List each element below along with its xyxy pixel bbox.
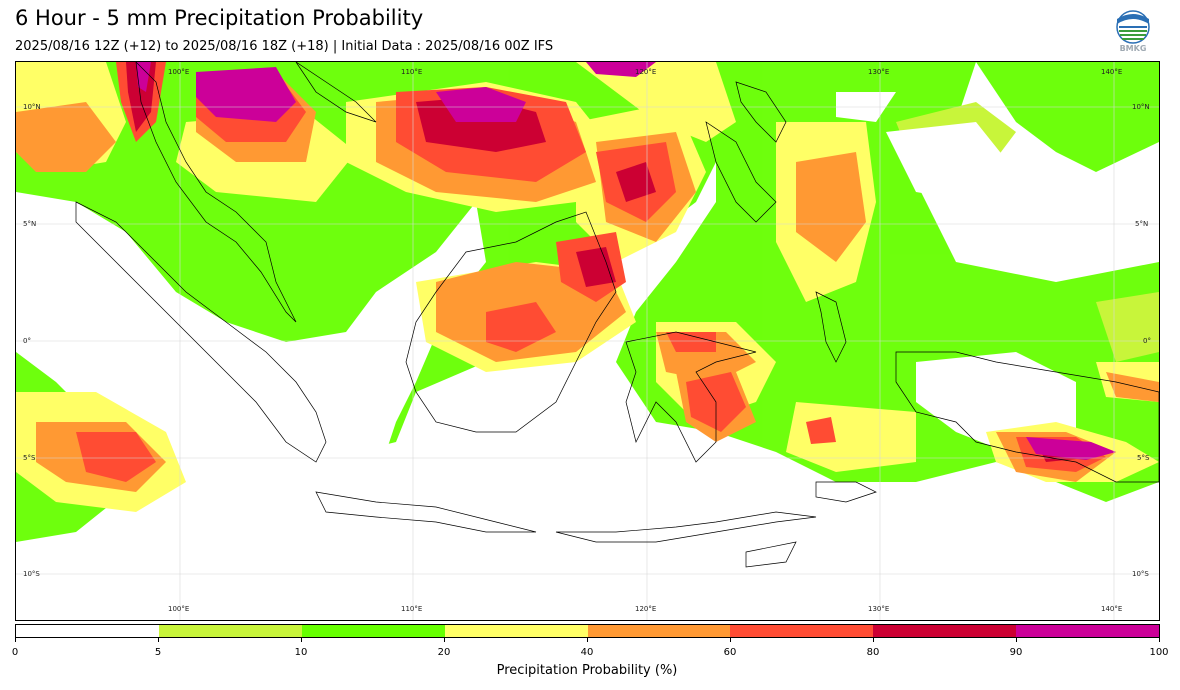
colorbar-tick-0: 0 (11, 647, 19, 658)
colorbar-tick-100: 100 (1149, 647, 1169, 658)
lat-label-right-5n: 5°N (1135, 220, 1149, 228)
colorbar-segment-10-20 (301, 625, 445, 637)
lon-label-bottom-130: 130°E (868, 605, 890, 613)
colorbar-segment-5-10 (158, 625, 302, 637)
lat-label-right-0: 0° (1143, 337, 1151, 345)
lat-label-right-10n: 10°N (1132, 103, 1150, 111)
colorbar-tick-40: 40 (580, 647, 594, 658)
colorbar-tickmark (15, 638, 16, 642)
colorbar-tick-20: 20 (437, 647, 451, 658)
lon-label-bottom-120: 120°E (635, 605, 657, 613)
map-subtitle: 2025/08/16 12Z (+12) to 2025/08/16 18Z (… (15, 39, 554, 54)
colorbar-segment-0-5 (16, 625, 159, 637)
colorbar-segment-60-80 (730, 625, 874, 637)
colorbar-tickmark (587, 638, 588, 642)
colorbar-tick-5: 5 (154, 647, 162, 658)
prob-90-100-band (136, 62, 1116, 460)
lon-label-top-130: 130°E (868, 68, 890, 76)
graticule (16, 62, 1159, 620)
colorbar-label: Precipitation Probability (%) (496, 663, 678, 678)
lat-label-left-0: 0° (23, 337, 31, 345)
lon-label-top-110: 110°E (401, 68, 423, 76)
colorbar-tick-80: 80 (866, 647, 880, 658)
lat-label-right-10s: 10°S (1132, 570, 1149, 578)
colorbar-tickmark (730, 638, 731, 642)
probability-field (16, 62, 1159, 620)
lon-label-bottom-100: 100°E (168, 605, 190, 613)
lon-label-bottom-110: 110°E (401, 605, 423, 613)
precipitation-map: 100°E 110°E 120°E 130°E 140°E 100°E 110°… (15, 61, 1160, 621)
colorbar-tick-10: 10 (294, 647, 308, 658)
coastlines (75, 62, 1159, 568)
lat-label-left-5n: 5°N (23, 220, 37, 228)
logo-text: BMKG (1119, 44, 1147, 53)
colorbar-tickmark (873, 638, 874, 642)
lon-label-top-140: 140°E (1101, 68, 1123, 76)
lat-label-left-10n: 10°N (23, 103, 41, 111)
colorbar-tickmark (301, 638, 302, 642)
colorbar-tick-60: 60 (723, 647, 737, 658)
lon-label-top-120: 120°E (635, 68, 657, 76)
colorbar-segment-40-60 (587, 625, 731, 637)
colorbar-tickmark (1016, 638, 1017, 642)
lon-label-top-100: 100°E (168, 68, 190, 76)
colorbar-segment-20-40 (444, 625, 588, 637)
lat-label-left-10s: 10°S (23, 570, 40, 578)
lat-label-left-5s: 5°S (23, 454, 36, 462)
bmkg-logo-icon (1116, 10, 1150, 44)
colorbar-tickmark (158, 638, 159, 642)
colorbar-tick-90: 90 (1009, 647, 1023, 658)
colorbar-tickmark (1159, 638, 1160, 642)
colorbar-tickmark (444, 638, 445, 642)
lon-label-bottom-140: 140°E (1101, 605, 1123, 613)
map-title: 6 Hour - 5 mm Precipitation Probability (15, 6, 424, 30)
colorbar (15, 624, 1160, 638)
lat-label-right-5s: 5°S (1137, 454, 1150, 462)
colorbar-segment-80-90 (873, 625, 1017, 637)
colorbar-segment-90-100 (1016, 625, 1159, 637)
